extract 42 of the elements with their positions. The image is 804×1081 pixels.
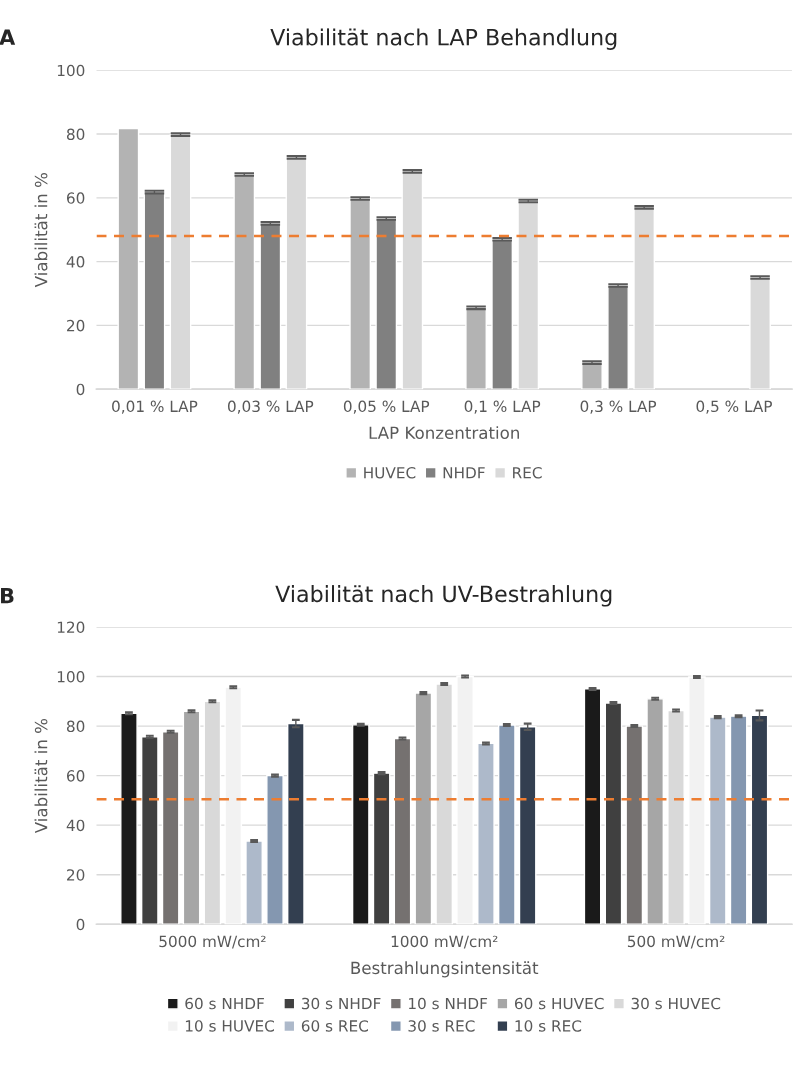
- x-tick-label: 0,03 % LAP: [227, 400, 314, 414]
- y-axis-title: Viabilität in %: [34, 173, 48, 288]
- y-tick-label: 0: [76, 383, 85, 396]
- legend-label: NHDF: [443, 467, 485, 479]
- legend-label: REC: [513, 466, 542, 479]
- x-tick-label: 500 mW/cm²: [627, 935, 725, 949]
- chart-title: Viabilität nach UV-Bestrahlung: [275, 585, 612, 607]
- legend-label: 30 s NHDF: [301, 997, 381, 1010]
- x-tick-label: 0,01 % LAP: [112, 400, 198, 414]
- x-tick-label: 0,05 % LAP: [343, 400, 430, 414]
- legend-label: 60 s HUVEC: [514, 997, 604, 1010]
- y-tick-label: 20: [67, 869, 85, 881]
- x-axis-title: Bestrahlungsintensität: [351, 961, 539, 978]
- chart-title: Viabilität nach LAP Behandlung: [270, 28, 617, 50]
- text: B: [1, 588, 14, 604]
- y-tick-label: 80: [66, 128, 85, 141]
- legend-label: 30 s HUVEC: [631, 997, 721, 1010]
- y-tick-label: 60: [66, 770, 85, 782]
- legend-label: 60 s REC: [301, 1020, 368, 1032]
- legend-label: 30 s REC: [408, 1020, 475, 1032]
- y-tick-label: 120: [57, 621, 85, 633]
- text: A: [0, 29, 16, 45]
- y-tick-label: 0: [76, 918, 85, 931]
- legend-label: 10 s HUVEC: [185, 1020, 274, 1032]
- y-tick-label: 40: [66, 819, 85, 832]
- y-tick-label: 40: [66, 256, 85, 268]
- legend-label: 60 s NHDF: [185, 997, 264, 1010]
- x-tick-label: 1000 mW/cm²: [391, 935, 498, 949]
- legend-label: 10 s NHDF: [409, 997, 488, 1010]
- legend-label: HUVEC: [364, 466, 416, 479]
- x-tick-label: 5000 mW/cm²: [159, 935, 266, 949]
- x-tick-label: 0,1 % LAP: [464, 400, 541, 414]
- y-tick-label: 100: [57, 670, 85, 683]
- x-tick-label: 0,3 % LAP: [580, 400, 657, 414]
- y-tick-label: 80: [66, 720, 85, 733]
- y-tick-label: 60: [66, 192, 85, 204]
- y-tick-label: 100: [57, 64, 85, 77]
- y-axis-title: Viabilität in %: [34, 718, 48, 834]
- legend-label: 10 s REC: [515, 1020, 582, 1032]
- x-tick-label: 0,5 % LAP: [696, 400, 772, 414]
- y-tick-label: 20: [67, 319, 85, 332]
- x-axis-title: LAP Konzentration: [369, 426, 519, 440]
